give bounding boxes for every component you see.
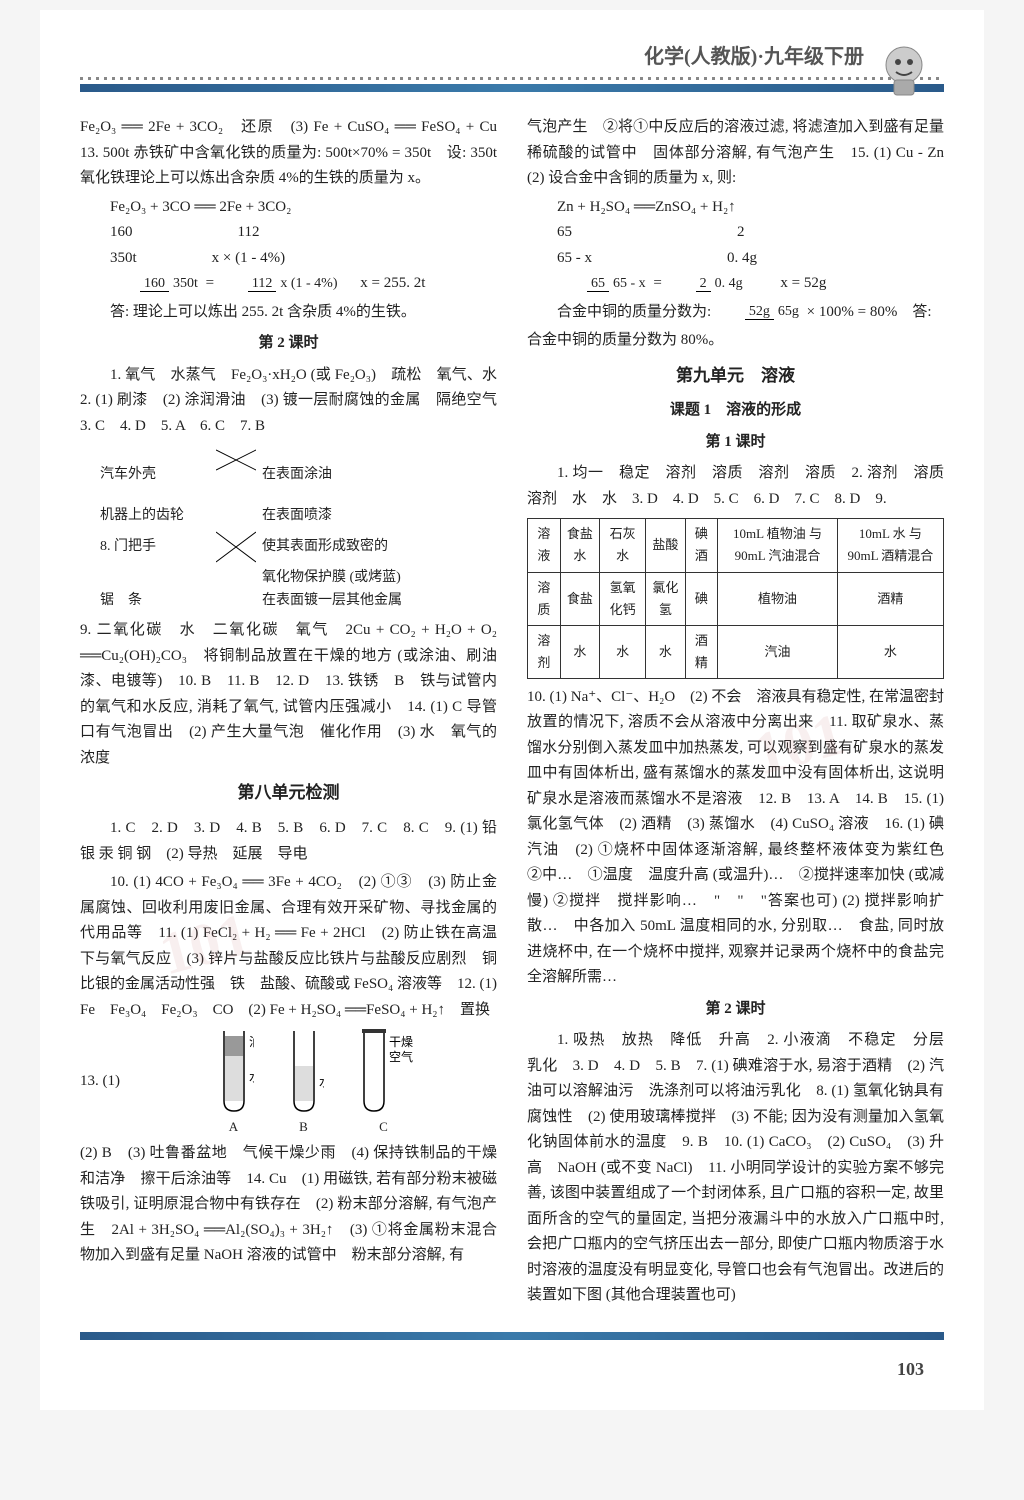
tube-b: 水 B [284,1026,324,1138]
tube-a: 油 水 A [214,1026,254,1138]
text: 10. (1) 4CO + Fe₃O₄ ══ 3Fe + 4CO₂ (2) ①③… [80,870,497,1023]
period1-title: 第 1 课时 [527,430,944,456]
text: (2) B (3) 吐鲁番盆地 气候干燥少雨 (4) 保持铁制品的干燥和洁净 擦… [80,1141,497,1269]
period2-title: 第 2 课时 [527,997,944,1023]
match-left: 汽车外壳 [100,464,210,486]
match-right: 使其表面形成致密的 [262,536,388,558]
topic1-title: 课题 1 溶液的形成 [527,398,944,424]
text: Fe₂O₃ ══ 2Fe + 3CO₂ 还原 (3) Fe + CuSO₄ ══… [80,115,497,192]
match-right: 在表面涂油 [262,464,332,486]
eq-fraction: 160350t = 112x (1 - 4%) x = 255. 2t [80,271,497,297]
eq-line: Fe₂O₃ + 3CO ══ 2Fe + 3CO₂ [80,195,497,221]
eq-line: 350t x × (1 - 4%) [80,246,497,272]
match-right: 氧化物保护膜 (或烤蓝) [262,567,401,589]
section-period2: 第 2 课时 [80,331,497,357]
text: 1. 氧气 水蒸气 Fe₂O₃·xH₂O (或 Fe₂O₃) 疏松 氧气、水 2… [80,363,497,440]
solution-table: 溶液 食盐水 石灰水 盐酸 碘酒 10mL 植物油 与 90mL 汽油混合 10… [527,518,944,679]
right-column: 气泡产生 ②将①中反应后的溶液过滤, 将滤渣加入到盛有足量稀硫酸的试管中 固体部… [527,112,944,1312]
equation-block: Fe₂O₃ + 3CO ══ 2Fe + 3CO₂ 160 112 350t x… [80,195,497,297]
table-row: 溶质 食盐 氢氧化钙 氯化氢 碘 植物油 酒精 [528,572,944,625]
section-unit8-test: 第八单元检测 [80,779,497,808]
page-number: 103 [897,1359,924,1380]
test-tube-icon: 油 水 [214,1026,254,1116]
tube-diagram-row: 13. (1) 油 水 A [80,1026,497,1138]
match-left: 锯 条 [100,590,210,612]
eq-line: 65 - x 0. 4g [527,246,944,272]
match-right: 在表面镀一层其他金属 [262,590,402,612]
cross-lines-icon [216,445,256,505]
eq-line: 160 112 [80,220,497,246]
eq-fraction: 6565 - x = 20. 4g x = 52g [527,271,944,297]
text: 1. 吸热 放热 降低 升高 2. 小液滴 不稳定 分层 乳化 3. D 4. … [527,1028,944,1309]
text: 1. C 2. D 3. D 4. B 5. B 6. D 7. C 8. C … [80,816,497,867]
test-tube-icon: 干燥 空气 [354,1026,414,1116]
eq-line: Zn + H₂SO₄ ══ZnSO₄ + H₂↑ [527,195,944,221]
q13-label: 13. (1) [80,1069,120,1095]
page-header: 化学(人教版)·九年级下册 [80,40,944,69]
svg-text:水: 水 [249,1070,254,1084]
table-row: 溶液 食盐水 石灰水 盐酸 碘酒 10mL 植物油 与 90mL 汽油混合 10… [528,519,944,572]
tube-c: 干燥 空气 C [354,1026,414,1138]
text: 气泡产生 ②将①中反应后的溶液过滤, 将滤渣加入到盛有足量稀硫酸的试管中 固体部… [527,115,944,192]
matching-block: 汽车外壳 在表面涂油 机器上的齿轮 在表面喷漆 8. 门把手 使其表面形成致密的… [100,445,497,612]
table-row: 溶剂 水 水 水 酒精 汽油 水 [528,625,944,678]
top-bar [80,84,944,92]
svg-text:干燥: 干燥 [389,1035,413,1049]
mascot-icon [874,40,934,100]
match-left: 8. 门把手 [100,536,210,558]
eq-line: 65 2 [527,220,944,246]
text: 合金中铜的质量分数为: 52g65g × 100% = 80% 答: [527,300,944,326]
cross-lines-icon [216,527,256,567]
svg-text:水: 水 [319,1075,324,1089]
text: 答: 理论上可以炼出 255. 2t 含杂质 4%的生铁。 [80,300,497,326]
text: 9. 二氧化碳 水 二氧化碳 氧气 2Cu + CO₂ + H₂O + O₂ ═… [80,618,497,771]
test-tube-icon: 水 [284,1026,324,1116]
bottom-bar [80,1332,944,1340]
svg-text:空气: 空气 [389,1049,413,1064]
match-right: 在表面喷漆 [262,505,332,527]
unit9-title: 第九单元 溶液 [527,362,944,391]
text: 合金中铜的质量分数为 80%。 [527,328,944,354]
text: 1. 均一 稳定 溶剂 溶质 溶剂 溶质 2. 溶剂 溶质 溶剂 水 水 3. … [527,461,944,512]
text: 10. (1) Na⁺、Cl⁻、H₂O (2) 不会 溶液具有稳定性, 在常温密… [527,685,944,991]
content-columns: Fe₂O₃ ══ 2Fe + 3CO₂ 还原 (3) Fe + CuSO₄ ══… [80,112,944,1312]
equation-block: Zn + H₂SO₄ ══ZnSO₄ + H₂↑ 65 2 65 - x 0. … [527,195,944,297]
svg-text:油: 油 [249,1035,254,1049]
match-left: 机器上的齿轮 [100,505,210,527]
page: 化学(人教版)·九年级下册 101 101 Fe₂O₃ ══ 2Fe + 3CO… [40,10,984,1410]
divider [80,77,944,80]
left-column: Fe₂O₃ ══ 2Fe + 3CO₂ 还原 (3) Fe + CuSO₄ ══… [80,112,497,1312]
